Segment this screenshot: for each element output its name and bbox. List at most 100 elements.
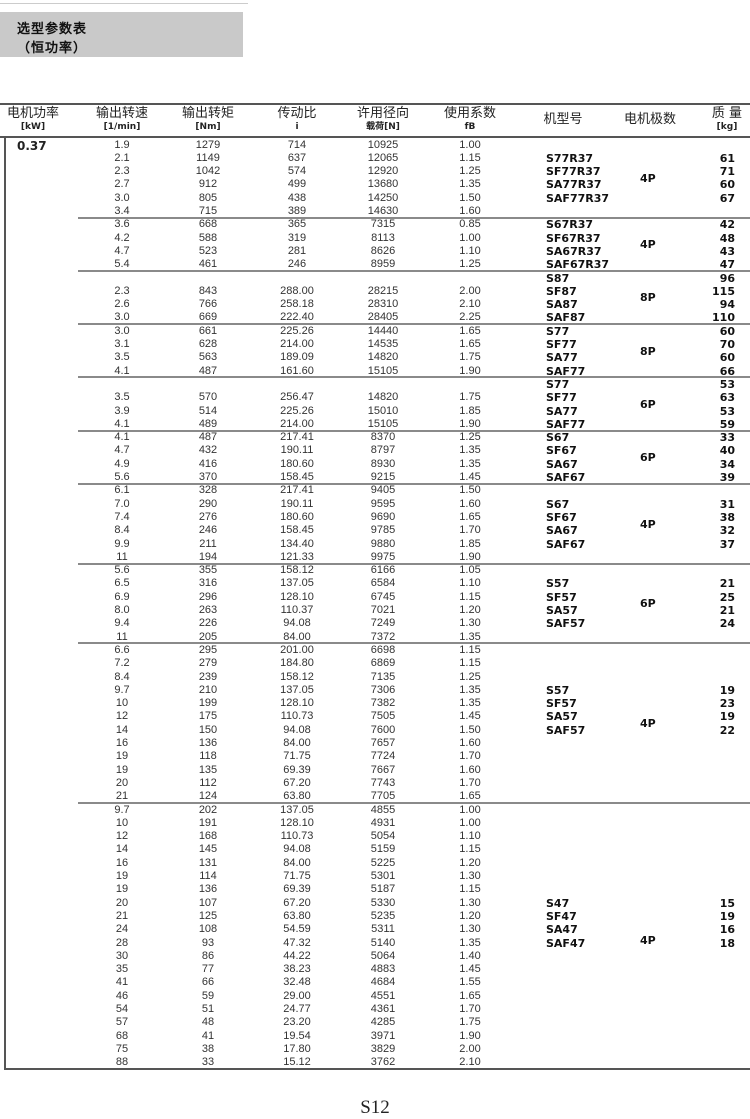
radial-load: 7372	[370, 630, 396, 643]
ratio: 222.40	[280, 311, 314, 324]
ratio: 121.33	[280, 550, 314, 563]
service-factor: 1.65	[459, 324, 481, 337]
output-torque: 290	[198, 497, 218, 510]
weight-value: 21	[719, 577, 735, 591]
weight-value: 21	[719, 604, 735, 617]
radial-load: 7135	[370, 670, 396, 683]
ratio: 94.08	[283, 617, 311, 630]
service-factor: 1.45	[459, 471, 481, 483]
weight-value: 47	[719, 258, 735, 272]
group-separator	[78, 562, 750, 565]
model-number: SF57	[546, 590, 577, 604]
output-torque: 48	[201, 1016, 215, 1029]
model-number: SF77	[546, 338, 577, 351]
output-torque: 66	[201, 976, 215, 989]
ratio: 281	[287, 244, 307, 257]
output-torque: 41	[201, 1029, 215, 1042]
output-speed: 4.9	[114, 457, 130, 470]
ratio: 288.00	[280, 284, 314, 297]
radial-load: 9595	[370, 497, 396, 510]
ratio: 365	[287, 218, 307, 231]
service-factor: 1.20	[459, 604, 481, 616]
radial-load: 7505	[370, 710, 396, 723]
output-torque: 1279	[195, 138, 221, 151]
radial-load: 5054	[370, 830, 396, 843]
model-number: SF47	[546, 909, 577, 923]
radial-load: 9880	[370, 537, 396, 550]
header-unit: [1/min]	[103, 122, 141, 132]
ratio: 84.00	[283, 856, 311, 869]
ratio: 574	[287, 165, 307, 178]
header-label: 输出转速	[95, 106, 148, 121]
output-torque: 211	[199, 537, 217, 550]
output-speed: 3.0	[114, 324, 130, 337]
service-factor: 1.15	[459, 151, 481, 164]
radial-load: 7724	[370, 750, 396, 763]
service-factor: 1.00	[459, 231, 481, 244]
radial-load: 5187	[370, 883, 396, 896]
output-torque: 487	[198, 364, 218, 377]
ratio: 128.10	[280, 697, 314, 710]
ratio: 128.10	[280, 816, 314, 829]
radial-load: 5311	[371, 923, 395, 936]
service-factor: 1.90	[459, 550, 481, 563]
model-number: SF67	[546, 444, 577, 458]
output-torque: 108	[198, 923, 218, 936]
motor-poles: 6P	[640, 451, 656, 465]
output-speed: 9.4	[114, 617, 130, 630]
ratio: 246	[287, 258, 307, 271]
header-unit: fB	[464, 122, 476, 132]
service-factor: 1.25	[459, 165, 481, 178]
output-speed: 4.7	[114, 244, 130, 257]
service-factor: 1.15	[459, 643, 481, 656]
output-speed: 19	[115, 883, 129, 896]
service-factor: 1.20	[459, 909, 481, 922]
weight-value: 31	[719, 497, 735, 511]
ratio: 47.32	[283, 936, 311, 949]
ratio: 71.75	[283, 870, 311, 882]
weight-value: 23	[719, 697, 735, 711]
service-factor: 1.50	[459, 191, 481, 204]
radial-load: 4931	[370, 816, 396, 829]
radial-load: 15010	[367, 404, 399, 417]
service-factor: 1.40	[459, 949, 481, 962]
radial-load: 6166	[370, 564, 396, 577]
output-torque: 114	[199, 870, 217, 882]
service-factor: 1.50	[459, 723, 481, 736]
model-number: S67R37	[546, 218, 594, 232]
output-torque: 125	[198, 909, 218, 922]
service-factor: 1.90	[459, 1029, 481, 1042]
output-speed: 4.1	[114, 431, 130, 444]
radial-load: 8959	[370, 258, 396, 271]
model-number: SAF57	[546, 617, 586, 631]
group-separator	[78, 376, 750, 379]
service-factor: 1.30	[459, 617, 481, 630]
output-torque: 661	[198, 324, 218, 337]
output-torque: 523	[198, 244, 218, 257]
output-speed: 2.1	[114, 151, 130, 164]
ratio: 38.23	[283, 963, 311, 976]
section-subtitle: （恒功率）	[17, 41, 88, 56]
radial-load: 6869	[370, 657, 396, 670]
service-factor: 1.30	[459, 870, 481, 882]
weight-value: 15	[719, 896, 735, 910]
weight-value: 43	[719, 244, 735, 258]
ratio: 180.60	[280, 510, 314, 523]
service-factor: 1.85	[459, 537, 481, 550]
service-factor: 1.15	[459, 843, 481, 856]
service-factor: 0.85	[459, 218, 481, 231]
output-torque: 118	[199, 750, 217, 763]
motor-poles: 8P	[640, 291, 656, 305]
header-unit: [kg]	[716, 122, 738, 132]
ratio: 190.11	[280, 497, 314, 510]
model-number: SA77R37	[546, 178, 602, 192]
weight-value: 38	[719, 510, 735, 524]
weight-value: 94	[719, 298, 735, 312]
output-torque: 246	[198, 524, 218, 537]
radial-load: 7249	[370, 617, 396, 630]
output-speed: 4.1	[114, 364, 130, 377]
header-label: 传动比	[277, 106, 317, 121]
service-factor: 1.65	[459, 338, 481, 350]
model-number: SA87	[546, 298, 578, 312]
radial-load: 14630	[367, 205, 399, 217]
